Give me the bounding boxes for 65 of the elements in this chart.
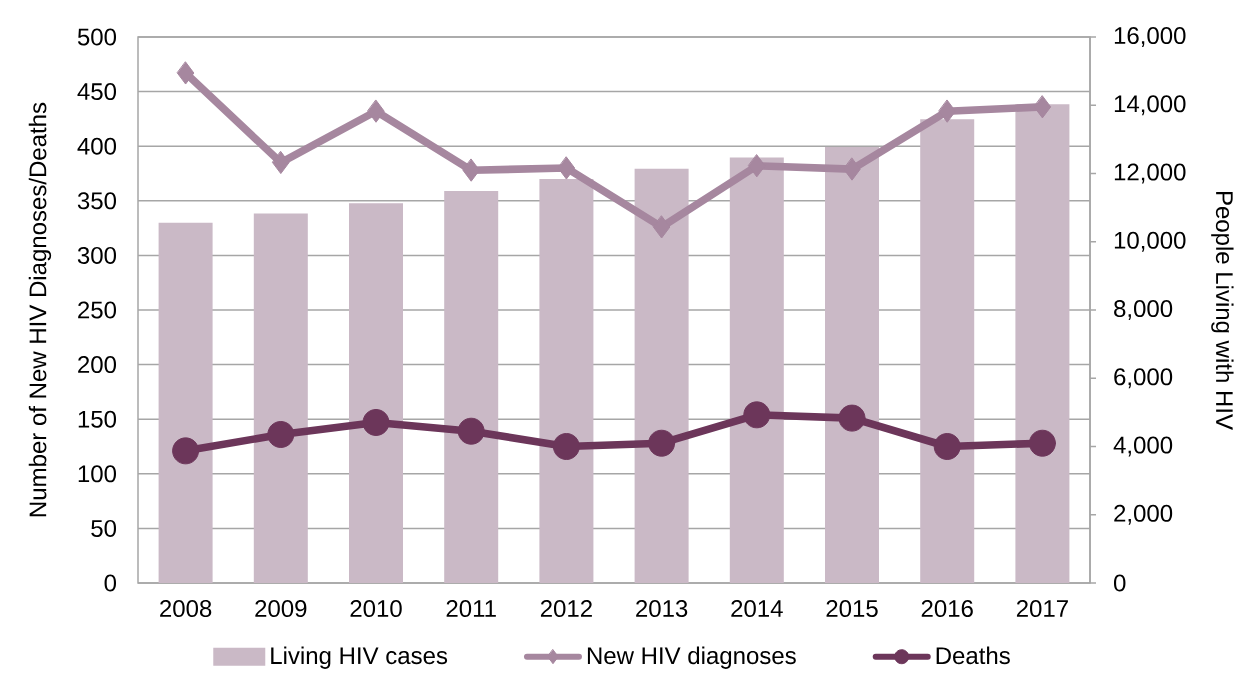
point — [462, 158, 480, 182]
bar — [634, 168, 689, 583]
y2-tick-label: 4,000 — [1113, 436, 1173, 457]
legend-label: Living HIV cases — [271, 646, 448, 669]
y-tick-label: 300 — [77, 246, 117, 264]
x-tick-label: 2010 — [350, 600, 402, 618]
x-tick-label: 2016 — [921, 600, 973, 618]
bar — [444, 190, 499, 583]
y2-tick-label: 8,000 — [1114, 300, 1173, 320]
point — [176, 61, 195, 85]
point — [938, 99, 956, 123]
x-tick-label: 2014 — [731, 600, 783, 618]
point — [367, 99, 385, 123]
bar — [920, 119, 975, 583]
point — [1028, 429, 1056, 457]
bar — [158, 222, 213, 583]
x-tick-label: 2013 — [636, 600, 688, 618]
point — [933, 433, 961, 460]
point — [648, 429, 676, 457]
x-tick-label: 2015 — [826, 600, 878, 618]
bar — [729, 157, 784, 583]
bar — [539, 178, 594, 583]
y2-axis-title: People Living with HIV — [1211, 191, 1234, 430]
bar — [349, 203, 404, 583]
y2-tick-label: 12,000 — [1114, 163, 1186, 184]
y-tick-label: 500 — [77, 28, 117, 46]
point — [838, 404, 866, 432]
bar — [1015, 104, 1070, 583]
point — [457, 417, 485, 445]
y2-tick-label: 10,000 — [1114, 231, 1186, 252]
bar — [825, 146, 880, 583]
y-tick-label: 50 — [91, 519, 117, 537]
y-tick-label: 200 — [78, 356, 117, 374]
y2-tick-label: 2,000 — [1114, 504, 1173, 525]
y-axis-title: Number of New HIV Diagnoses/Deaths — [28, 102, 52, 517]
point — [272, 151, 290, 175]
y-tick-label: 450 — [77, 83, 117, 101]
point — [743, 401, 771, 429]
y-tick-label: 150 — [78, 410, 117, 428]
y-tick-label: 0 — [104, 574, 117, 592]
x-tick-label: 2012 — [540, 600, 592, 618]
y2-tick-label: 16,000 — [1114, 27, 1186, 47]
point — [552, 433, 580, 460]
y-tick-label: 400 — [77, 137, 117, 155]
point — [843, 157, 861, 181]
y-tick-label: 250 — [78, 301, 117, 319]
point — [557, 156, 576, 180]
y2-tick-label: 14,000 — [1114, 95, 1186, 116]
bar — [253, 213, 308, 583]
x-tick-label: 2009 — [255, 600, 307, 618]
y2-tick-label: 6,000 — [1114, 368, 1173, 389]
point — [172, 437, 200, 465]
point — [362, 408, 390, 436]
x-tick-label: 2017 — [1016, 600, 1068, 618]
y2-tick-label: 0 — [1113, 574, 1126, 592]
point — [748, 154, 766, 178]
point — [267, 420, 295, 448]
legend-label: Deaths — [936, 646, 1010, 665]
point — [652, 215, 671, 239]
y-tick-label: 350 — [77, 192, 117, 210]
legend-label: New HIV diagnoses — [587, 646, 796, 669]
point — [1033, 95, 1052, 119]
x-tick-label: 2011 — [446, 600, 496, 618]
x-tick-label: 2008 — [160, 600, 212, 618]
y-tick-label: 100 — [78, 465, 117, 483]
